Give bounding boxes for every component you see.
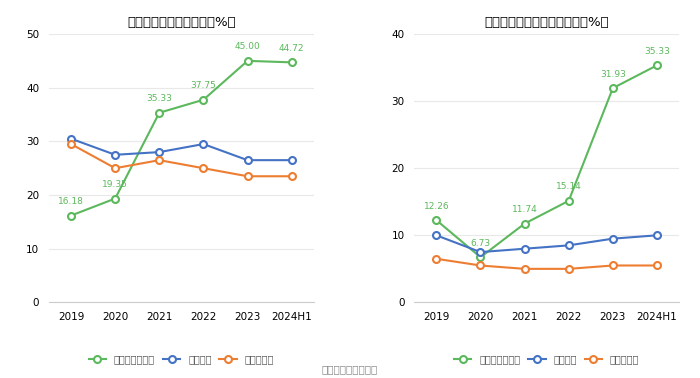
行业中位数: [111, 166, 120, 170]
Text: 19.35: 19.35: [102, 180, 128, 189]
行业中位数: [652, 263, 661, 268]
Text: 数据来源：恒生聚源: 数据来源：恒生聚源: [322, 364, 378, 374]
Line: 公司资产负债率: 公司资产负债率: [68, 57, 295, 219]
Text: 11.74: 11.74: [512, 205, 538, 214]
行业均値: [67, 136, 76, 141]
公司资产负债率: [244, 59, 252, 63]
Text: 16.18: 16.18: [58, 197, 84, 206]
Text: 6.73: 6.73: [470, 239, 491, 248]
Line: 有息资产负债率: 有息资产负债率: [433, 62, 660, 261]
公司资产负债率: [111, 196, 120, 201]
行业中位数: [244, 174, 252, 178]
Line: 行业中位数: 行业中位数: [433, 255, 660, 272]
Text: 35.33: 35.33: [146, 94, 172, 103]
公司资产负债率: [199, 98, 208, 102]
行业均値: [608, 236, 617, 241]
Legend: 有息资产负债率, 行业均値, 行业中位数: 有息资产负债率, 行业均値, 行业中位数: [450, 350, 643, 368]
行业中位数: [476, 263, 484, 268]
Line: 行业均値: 行业均値: [433, 232, 660, 256]
公司资产负债率: [155, 110, 164, 115]
行业中位数: [67, 142, 76, 146]
行业均値: [564, 243, 573, 248]
有息资产负债率: [432, 218, 440, 222]
行业中位数: [199, 166, 208, 170]
Text: 12.26: 12.26: [424, 202, 449, 211]
行业均値: [244, 158, 252, 163]
行业均値: [520, 246, 528, 251]
Text: 15.14: 15.14: [556, 183, 582, 191]
公司资产负债率: [288, 60, 296, 65]
Line: 行业中位数: 行业中位数: [68, 141, 295, 180]
有息资产负债率: [608, 86, 617, 90]
公司资产负债率: [67, 213, 76, 218]
有息资产负债率: [476, 255, 484, 260]
Text: 44.72: 44.72: [279, 44, 304, 53]
行业均値: [288, 158, 296, 163]
有息资产负债率: [564, 198, 573, 203]
Text: 35.33: 35.33: [644, 47, 670, 56]
Text: 31.93: 31.93: [600, 70, 626, 79]
Legend: 公司资产负债率, 行业均値, 行业中位数: 公司资产负债率, 行业均値, 行业中位数: [85, 350, 278, 368]
行业中位数: [432, 257, 440, 261]
行业中位数: [564, 266, 573, 271]
行业均値: [652, 233, 661, 237]
行业中位数: [608, 263, 617, 268]
行业均値: [476, 250, 484, 254]
行业中位数: [520, 266, 528, 271]
有息资产负债率: [652, 63, 661, 68]
行业均値: [111, 152, 120, 157]
行业均値: [199, 142, 208, 146]
Text: 37.75: 37.75: [190, 81, 216, 90]
Title: 近年来资产负债率情况（%）: 近年来资产负债率情况（%）: [127, 15, 236, 29]
行业均値: [432, 233, 440, 237]
有息资产负债率: [520, 222, 528, 226]
Text: 45.00: 45.00: [234, 42, 260, 51]
Title: 近年来有息资产负债率情况（%）: 近年来有息资产负债率情况（%）: [484, 15, 609, 29]
行业均値: [155, 150, 164, 154]
行业中位数: [155, 158, 164, 163]
行业中位数: [288, 174, 296, 178]
Line: 行业均値: 行业均値: [68, 135, 295, 164]
